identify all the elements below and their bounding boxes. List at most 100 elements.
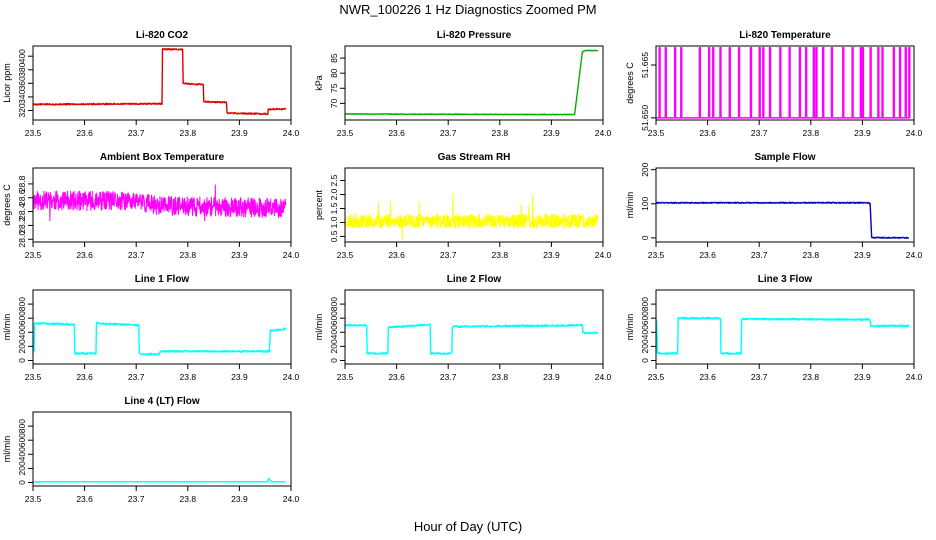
y-axis-label: degrees C xyxy=(625,62,635,104)
y-axis-label: degrees C xyxy=(2,184,12,226)
plot-frame xyxy=(344,167,604,243)
x-tick-label: 23.5 xyxy=(25,372,42,382)
x-tick-label: 23.9 xyxy=(543,372,560,382)
x-tick-label: 24.0 xyxy=(595,372,612,382)
panel-title: Gas Stream RH xyxy=(438,152,511,163)
y-tick-label: 200 xyxy=(640,339,650,353)
x-tick-label: 23.5 xyxy=(648,250,665,260)
y-tick-label: 28.6 xyxy=(17,189,27,206)
panel-6: Line 1 Flow ml/min 23.5 23.6 23.7 23.8 23.9 24.… xyxy=(2,274,300,382)
x-tick-label: 23.8 xyxy=(180,250,197,260)
x-tick-label: 24.0 xyxy=(283,250,300,260)
panel-3: Ambient Box Temperature degrees C 23.5 23.6… xyxy=(2,152,300,260)
x-tick-label: 24.0 xyxy=(595,128,612,138)
x-tick-label: 23.7 xyxy=(751,372,768,382)
x-tick-label: 23.9 xyxy=(543,250,560,260)
y-tick-label: 340 xyxy=(17,90,27,104)
y-axis-label: kPa xyxy=(314,75,324,91)
y-tick-label: 360 xyxy=(17,76,27,90)
panel-title: Li-820 CO2 xyxy=(136,30,189,41)
panel-5: Sample Flow ml/min 23.5 23.6 23.7 23.8 23.9 24.… xyxy=(625,152,923,260)
y-tick-label: 28.0 xyxy=(17,231,27,248)
x-tick-label: 23.6 xyxy=(699,250,716,260)
x-tick-label: 24.0 xyxy=(595,250,612,260)
x-tick-label: 24.0 xyxy=(906,128,923,138)
x-tick-label: 24.0 xyxy=(906,372,923,382)
series-line-0 xyxy=(345,49,599,116)
x-tick-label: 23.7 xyxy=(128,250,145,260)
x-tick-label: 23.8 xyxy=(492,128,509,138)
x-tick-label: 23.5 xyxy=(25,128,42,138)
y-tick-label: 100 xyxy=(640,196,650,210)
plot-frame xyxy=(32,167,292,243)
plot-frame xyxy=(344,45,604,121)
panel-title: Line 4 (LT) Flow xyxy=(124,396,200,407)
x-tick-label: 23.6 xyxy=(76,494,93,504)
x-tick-label: 23.8 xyxy=(492,250,509,260)
y-tick-label: 800 xyxy=(640,297,650,311)
y-tick-label: 200 xyxy=(640,162,650,176)
plot-frame xyxy=(655,289,915,365)
x-tick-label: 23.7 xyxy=(751,250,768,260)
panel-7: Line 2 Flow ml/min 23.5 23.6 23.7 23.8 23.9 24.… xyxy=(314,274,612,382)
x-tick-label: 23.6 xyxy=(699,372,716,382)
x-tick-label: 23.5 xyxy=(25,494,42,504)
figure-xlabel: Hour of Day (UTC) xyxy=(414,519,522,534)
series-line-0 xyxy=(345,323,599,355)
panel-title: Sample Flow xyxy=(754,152,815,163)
x-tick-label: 23.7 xyxy=(128,372,145,382)
plot-frame xyxy=(344,289,604,365)
y-tick-label: 380 xyxy=(17,62,27,76)
x-tick-label: 23.7 xyxy=(440,250,457,260)
y-tick-label: 2.0 xyxy=(329,188,339,200)
y-tick-label: 51.650 xyxy=(640,105,650,131)
x-tick-label: 23.9 xyxy=(231,494,248,504)
x-tick-label: 23.6 xyxy=(76,250,93,260)
x-tick-label: 23.5 xyxy=(25,250,42,260)
series-line-0 xyxy=(345,193,599,242)
y-tick-label: 2.5 xyxy=(329,174,339,186)
panel-title: Line 1 Flow xyxy=(135,274,190,285)
y-tick-label: 400 xyxy=(17,325,27,339)
y-tick-label: 0 xyxy=(17,480,27,485)
series-line-0 xyxy=(656,316,910,355)
series-line-0 xyxy=(33,477,287,483)
x-tick-label: 23.6 xyxy=(388,372,405,382)
panel-1: Li-820 Pressure kPa 23.5 23.6 23.7 23.8 23.9 24… xyxy=(314,30,612,138)
x-tick-label: 23.6 xyxy=(76,372,93,382)
y-tick-label: 600 xyxy=(17,433,27,447)
y-tick-label: 0 xyxy=(17,358,27,363)
x-tick-label: 23.8 xyxy=(803,250,820,260)
y-tick-label: 600 xyxy=(329,311,339,325)
y-tick-label: 0 xyxy=(329,358,339,363)
y-tick-label: 400 xyxy=(640,325,650,339)
y-tick-label: 600 xyxy=(640,311,650,325)
x-tick-label: 24.0 xyxy=(906,250,923,260)
y-axis-label: ml/min xyxy=(625,314,635,341)
x-tick-label: 23.5 xyxy=(337,250,354,260)
y-tick-label: 0 xyxy=(640,358,650,363)
x-tick-label: 23.6 xyxy=(388,250,405,260)
y-tick-label: 800 xyxy=(17,297,27,311)
x-tick-label: 24.0 xyxy=(283,128,300,138)
y-tick-label: 28.4 xyxy=(17,203,27,220)
x-tick-label: 23.7 xyxy=(128,494,145,504)
panel-title: Line 3 Flow xyxy=(758,274,813,285)
x-tick-label: 23.6 xyxy=(699,128,716,138)
y-tick-label: 28.8 xyxy=(17,175,27,192)
x-tick-label: 23.5 xyxy=(648,128,665,138)
series-line-0 xyxy=(33,321,287,356)
x-tick-label: 24.0 xyxy=(283,494,300,504)
x-tick-label: 23.8 xyxy=(803,128,820,138)
x-tick-label: 23.9 xyxy=(854,250,871,260)
panel-title: Line 2 Flow xyxy=(447,274,502,285)
panel-0: Li-820 CO2 Licor ppm 23.5 23.6 23.7 23.8 23.9 2… xyxy=(2,30,300,138)
x-tick-label: 23.8 xyxy=(180,494,197,504)
y-tick-label: 1.0 xyxy=(329,216,339,228)
y-tick-label: 600 xyxy=(17,311,27,325)
plot-frame xyxy=(32,289,292,365)
y-axis-label: Licor ppm xyxy=(2,63,12,103)
panel-2: Li-820 Temperature degrees C 23.5 23.6 23.7 2… xyxy=(625,30,923,138)
y-tick-label: 200 xyxy=(329,339,339,353)
x-tick-label: 24.0 xyxy=(283,372,300,382)
